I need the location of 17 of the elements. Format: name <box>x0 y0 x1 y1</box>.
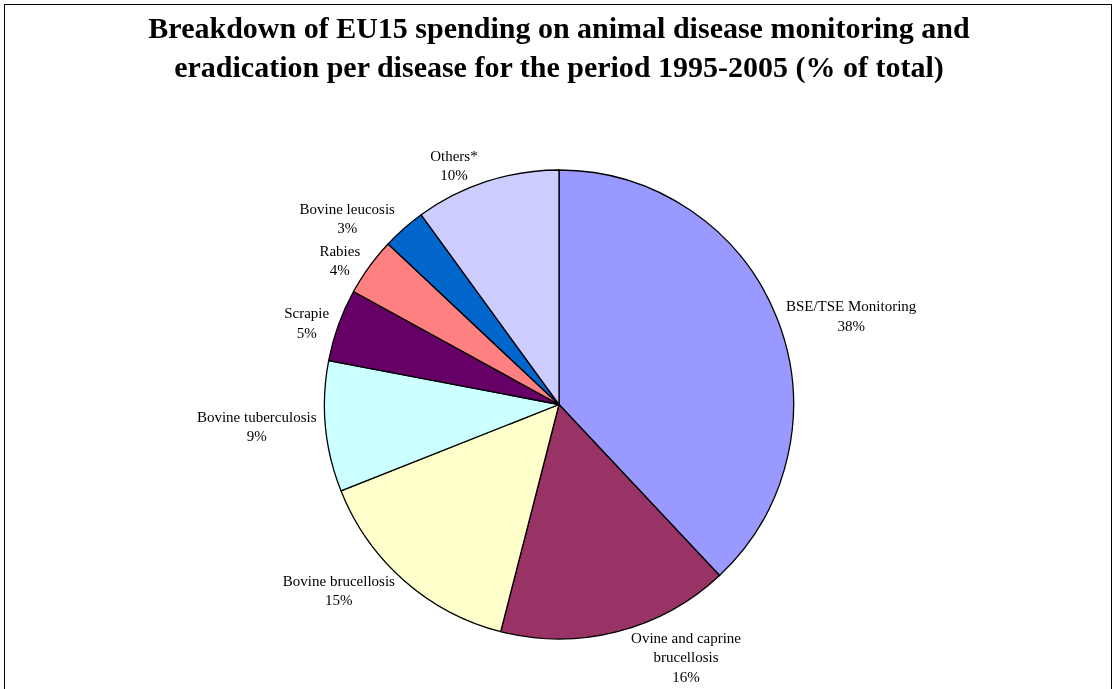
data-label: 38% <box>837 317 865 334</box>
slice-label: Rabies <box>319 242 361 259</box>
data-label: 9% <box>246 428 267 445</box>
slice-label: Bovine tuberculosis <box>196 408 317 425</box>
chart-title: Breakdown of EU15 spending on animal disease monitoring and eradication per disease for the period 1995-2005 (% of total) <box>148 10 970 84</box>
slice-label: Ovine and caprine brucellosis <box>631 629 742 666</box>
slice-label: Scrapie <box>284 305 330 322</box>
data-label: 10% <box>440 167 468 184</box>
data-label: 15% <box>325 592 353 609</box>
data-label: 16% <box>672 668 700 685</box>
slice-label: Others* <box>430 147 478 164</box>
slice-label: Bovine brucellosis <box>282 572 396 589</box>
data-label: 5% <box>296 324 317 341</box>
slice-label: BSE/TSE Monitoring <box>785 298 917 315</box>
data-label: 4% <box>329 262 350 279</box>
slice-label: Bovine leucosis <box>299 200 396 217</box>
data-label: 3% <box>337 220 358 237</box>
